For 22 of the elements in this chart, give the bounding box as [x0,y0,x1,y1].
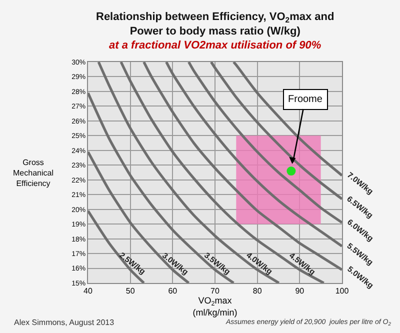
line-series [187,62,342,224]
x-tick-label: 40 [84,286,93,296]
annotation: Froome [288,94,323,105]
line-series [88,210,146,283]
line-series [232,62,342,177]
x-tick-label: 50 [126,286,136,296]
y-axis-title: Gross Mechanical Efficiency [13,158,54,188]
line-series [165,62,342,248]
x-tick-label: 90 [295,286,305,296]
line-series [88,92,235,283]
text: Alex Simmons, August 2013 [14,318,115,327]
line-series [97,62,280,283]
line-series [120,62,326,283]
x-tick-label: 60 [168,286,178,296]
line-series [88,150,190,283]
x-tick-label: 70 [210,286,220,296]
line-series [210,62,342,200]
x-tick-label: 80 [252,286,262,296]
chart-title: Relationship between Efficiency, VO$_{2}$max and Power to body mass ratio (W/kg) [96,11,334,38]
chart-subtitle: at a fractional VO2max utilisation of 90% [109,40,322,52]
x-tick-label: 100 [335,286,350,296]
x-axis-title: VO$_{2}$max (ml/kg/min) [192,296,238,318]
